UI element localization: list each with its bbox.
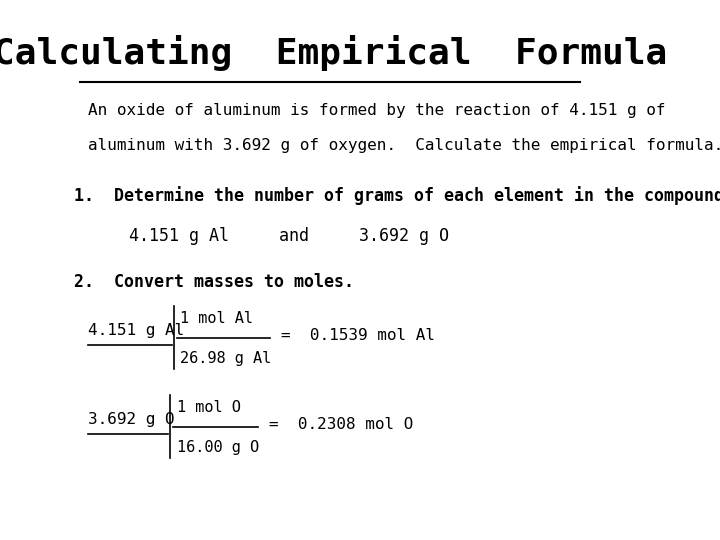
Text: =  0.2308 mol O: = 0.2308 mol O <box>269 417 413 433</box>
Text: An oxide of aluminum is formed by the reaction of 4.151 g of: An oxide of aluminum is formed by the re… <box>88 103 665 118</box>
Text: 2.  Convert masses to moles.: 2. Convert masses to moles. <box>74 273 354 291</box>
Text: 16.00 g O: 16.00 g O <box>176 440 258 455</box>
Text: 1.  Determine the number of grams of each element in the compound.: 1. Determine the number of grams of each… <box>74 186 720 205</box>
Text: 26.98 g Al: 26.98 g Al <box>180 350 271 366</box>
Text: 4.151 g Al: 4.151 g Al <box>88 323 184 338</box>
Text: 3.692 g O: 3.692 g O <box>88 412 175 427</box>
Text: 4.151 g Al     and     3.692 g O: 4.151 g Al and 3.692 g O <box>129 227 449 245</box>
Text: 1 mol Al: 1 mol Al <box>180 310 253 326</box>
Text: 1 mol O: 1 mol O <box>176 400 240 415</box>
Text: =  0.1539 mol Al: = 0.1539 mol Al <box>282 328 436 343</box>
Text: aluminum with 3.692 g of oxygen.  Calculate the empirical formula.: aluminum with 3.692 g of oxygen. Calcula… <box>88 138 720 153</box>
Text: Calculating  Empirical  Formula: Calculating Empirical Formula <box>0 35 667 71</box>
